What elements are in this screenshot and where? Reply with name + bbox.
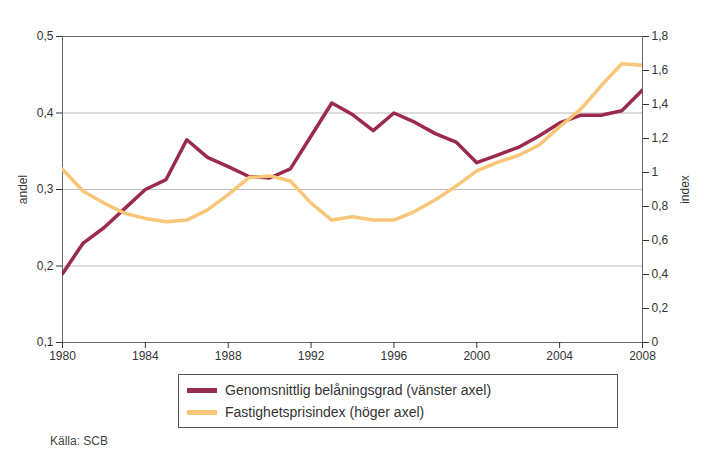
svg-text:1984: 1984 xyxy=(132,349,159,363)
html-text:Källa: SCB: Källa: SCB xyxy=(50,434,108,448)
svg-text:index: index xyxy=(678,175,692,204)
svg-text:1: 1 xyxy=(652,165,659,179)
svg-text:1,4: 1,4 xyxy=(652,97,669,111)
svg-text:0,1: 0,1 xyxy=(37,335,54,349)
svg-text:1,8: 1,8 xyxy=(652,29,669,43)
svg-text:2004: 2004 xyxy=(546,349,573,363)
svg-text:0,2: 0,2 xyxy=(37,259,54,273)
svg-text:1,2: 1,2 xyxy=(652,131,669,145)
svg-text:2008: 2008 xyxy=(629,349,656,363)
svg-text:1992: 1992 xyxy=(298,349,325,363)
svg-text:0,4: 0,4 xyxy=(37,106,54,120)
svg-text:andel: andel xyxy=(16,175,30,204)
svg-text:0,2: 0,2 xyxy=(652,301,669,315)
html-text:Genomsnittlig belåningsgrad (v: Genomsnittlig belåningsgrad (vänster axe… xyxy=(225,382,492,398)
svg-text:1980: 1980 xyxy=(49,349,76,363)
svg-text:0,3: 0,3 xyxy=(37,182,54,196)
svg-text:0,6: 0,6 xyxy=(652,233,669,247)
svg-text:2000: 2000 xyxy=(463,349,490,363)
svg-text:0,5: 0,5 xyxy=(37,29,54,43)
svg-text:1,6: 1,6 xyxy=(652,63,669,77)
svg-text:0,4: 0,4 xyxy=(652,267,669,281)
svg-text:1996: 1996 xyxy=(381,349,408,363)
svg-text:1988: 1988 xyxy=(215,349,242,363)
html-text:Fastighetsprisindex (höger axe: Fastighetsprisindex (höger axel) xyxy=(225,404,425,420)
svg-text:0,8: 0,8 xyxy=(652,199,669,213)
svg-text:0: 0 xyxy=(652,335,659,349)
